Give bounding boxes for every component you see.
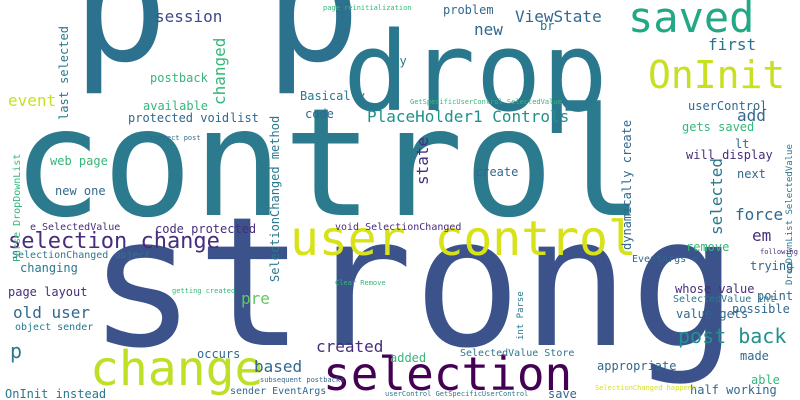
word: OnInit instead [5,387,106,400]
word: SelectionChanged happens [595,384,696,392]
word: remove [686,240,729,254]
word: postback [150,71,209,85]
word: correct post [150,134,201,142]
word: Clear Remove [335,279,386,287]
word: added [390,351,426,365]
word: value gets [676,307,748,321]
word: sender EventArgs [230,386,326,397]
word: available [143,99,208,113]
word: subsequent postbacks [260,376,344,384]
word: control [12,77,644,251]
word: SelectedValue int [673,294,775,305]
word: old user [13,303,90,322]
word: post back [678,324,786,348]
word: problem [443,3,494,17]
word: force [735,205,783,224]
word: user control [290,211,637,267]
word: able [751,373,780,387]
word: will display [686,148,773,162]
word: create [475,165,518,179]
word: state [413,137,432,185]
word: new [474,20,503,39]
word: changed [210,38,229,105]
word: event [8,91,56,110]
word: ViewState [515,7,602,26]
word: void SelectionChanged [335,222,461,233]
word: br [540,19,554,33]
word: occurs [197,347,240,361]
word: based [254,357,302,376]
word: page layout [8,285,87,299]
word: strong [88,179,738,388]
word: drop [343,8,608,136]
word: list [230,111,259,125]
word: pre [241,289,270,308]
word: last selected [57,26,71,120]
word: dynamically create [620,120,634,250]
word: selection change [8,229,220,254]
word: Parse DropDownList [12,154,23,262]
word: p p [72,0,361,98]
word: SelectionChanged object [12,250,150,261]
word: point [757,289,793,303]
word: userControl [688,99,767,113]
word: gets saved [682,120,754,134]
word: DropDownList SelectedValue [785,144,795,285]
word: session [155,7,222,26]
word: new one [55,184,106,198]
word: page reinitialization [323,4,412,12]
word: e SelectedValue [30,222,120,233]
word: changing [20,261,78,275]
word: way [385,54,407,68]
word: change [90,341,263,397]
word: made [740,349,769,363]
word: code protected [155,222,256,236]
word: OnInit [648,53,785,97]
word: object sender [15,322,93,333]
word: em [752,226,771,245]
word: save [548,387,577,400]
word: selected [707,158,726,235]
word: created [316,337,383,356]
word: p [10,339,22,363]
word: code [305,107,334,121]
word: following post [760,248,800,256]
word: SelectionChanged method [268,116,282,282]
word: EventArgs e [632,254,698,265]
word: PlaceHolder1 Controls [367,107,569,126]
word: lt [735,137,749,151]
word: userControl GetSpecificUserControl [385,390,528,398]
word: protected void [128,111,229,125]
word: add [737,106,766,125]
word: whose value [675,282,754,296]
word: trying [750,259,793,273]
word: int Parse [516,291,526,340]
word: first [708,35,756,54]
word: SelectedValue Store [460,348,574,359]
word: saved [628,0,754,42]
word: half working [690,383,777,397]
word: web page [50,154,108,168]
word: GetSpecificUserControl SelectedValue [410,98,562,106]
word: possible [732,302,790,316]
word: appropriate [597,359,676,373]
word: getting created [172,287,235,295]
word: Basically [300,89,365,103]
word: next [737,167,766,181]
word: selection [323,347,572,400]
